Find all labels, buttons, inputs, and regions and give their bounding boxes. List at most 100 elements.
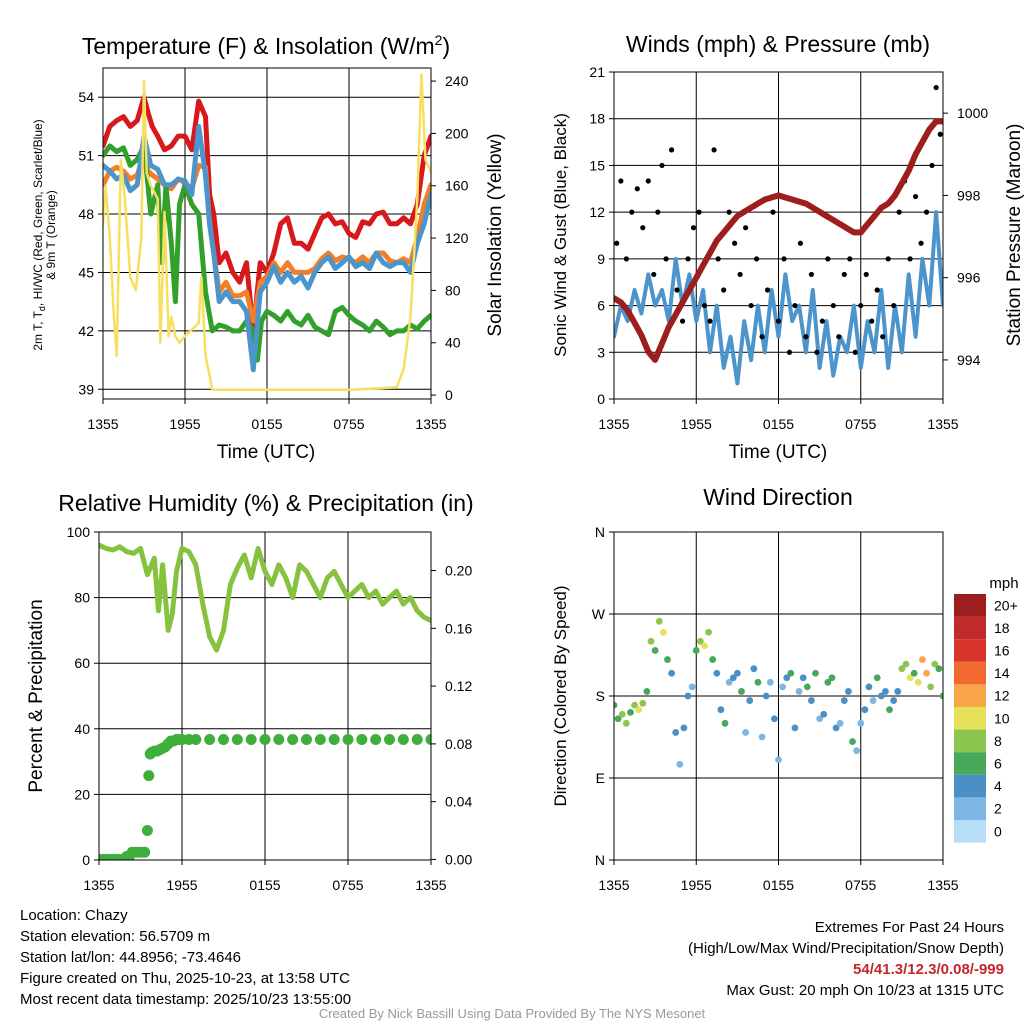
- ytick-label: N: [595, 852, 605, 868]
- point-precipitation: [259, 734, 271, 746]
- temperature-panel: Temperature (F) & Insolation (W/m2) Time…: [31, 32, 506, 463]
- xtick-label: 1955: [169, 416, 200, 432]
- direction-point: [795, 688, 803, 695]
- temperature-xlabel: Time (UTC): [217, 442, 316, 463]
- xtick-label: 1355: [598, 416, 629, 432]
- xtick-label: 1355: [598, 877, 629, 893]
- ytick-label: 0: [597, 391, 605, 407]
- direction-point: [808, 697, 815, 704]
- ytick-label: 6: [597, 298, 605, 314]
- xtick-label: 1355: [83, 877, 114, 893]
- info-elevation: Station elevation: 56.5709 m: [20, 928, 211, 945]
- point-gust: [726, 209, 732, 215]
- point-gust: [880, 334, 886, 340]
- point-precipitation: [287, 734, 299, 746]
- humidity-ylabel-left: Percent & Precipitation: [26, 599, 47, 792]
- ytick-label: 45: [78, 264, 94, 280]
- direction-point: [651, 647, 659, 654]
- point-gust: [679, 318, 686, 324]
- point-gust: [929, 162, 935, 169]
- info-latlon: Station lat/lon: 44.8956; -73.4646: [20, 949, 242, 966]
- direction-point: [676, 760, 684, 768]
- winds-ylabel-left: Sonic Wind & Gust (Blue, Black): [551, 113, 570, 357]
- point-gust: [896, 209, 902, 215]
- wind-series: [614, 84, 943, 386]
- wind-direction-panel: Wind Direction Direction (Colored By Spe…: [551, 484, 1019, 893]
- winds-title: Winds (mph) & Pressure (mb): [626, 31, 930, 57]
- colorbar-label: 16: [994, 643, 1010, 659]
- direction-point: [861, 706, 869, 714]
- point-gust: [764, 287, 771, 293]
- colorbar-label: 8: [994, 733, 1002, 749]
- point-gust: [825, 256, 831, 262]
- direction-point: [853, 747, 861, 755]
- point-gust: [623, 256, 629, 262]
- colorbar-swatch: [954, 729, 986, 753]
- point-precipitation: [139, 846, 151, 858]
- point-gust: [808, 271, 815, 278]
- point-precipitation: [143, 770, 155, 782]
- direction-point: [618, 710, 626, 718]
- point-gust: [869, 318, 875, 324]
- point-gust: [668, 147, 675, 153]
- direction-point: [939, 692, 943, 700]
- winds-panel: Winds (mph) & Pressure (mb) Time (UTC) S…: [551, 31, 1024, 463]
- point-gust: [770, 209, 776, 215]
- point-gust: [797, 240, 804, 246]
- ytick-label: 40: [74, 721, 90, 737]
- direction-point: [799, 674, 807, 682]
- info-created: Figure created on Thu, 2025-10-23, at 13…: [20, 970, 350, 987]
- colorbar-label: 20+: [994, 597, 1018, 613]
- winds-xlabel: Time (UTC): [729, 442, 828, 463]
- direction-point: [627, 709, 634, 716]
- point-gust: [937, 131, 943, 137]
- direction-point: [923, 669, 930, 677]
- ytick-label: 39: [78, 381, 94, 397]
- direction-point: [643, 688, 651, 695]
- ytick-label: 9: [597, 251, 605, 267]
- colorbar-label: 18: [994, 620, 1010, 636]
- colorbar-label: 0: [994, 823, 1002, 839]
- direction-point: [812, 669, 819, 677]
- direction-point: [927, 683, 935, 691]
- direction-point: [647, 637, 655, 645]
- point-precipitation: [204, 734, 216, 746]
- ytick-label: 20: [74, 786, 90, 802]
- temperature-title: Temperature (F) & Insolation (W/m2): [82, 32, 450, 59]
- direction-point: [787, 669, 795, 677]
- point-gust: [912, 193, 919, 200]
- direction-point: [709, 656, 717, 663]
- xtick-label: 1355: [87, 416, 118, 432]
- point-gust: [732, 240, 738, 246]
- direction-point: [705, 628, 712, 636]
- point-precipitation: [384, 734, 395, 746]
- point-gust: [640, 225, 646, 231]
- ytick-label: 80: [74, 590, 90, 606]
- colorbar-swatch: [954, 639, 986, 662]
- extremes-values: 54/41.3/12.3/0.08/-999: [853, 961, 1004, 978]
- wind-direction-title: Wind Direction: [703, 484, 853, 510]
- humidity-panel: Relative Humidity (%) & Precipitation (i…: [26, 490, 474, 893]
- y2tick-label: 120: [445, 230, 469, 246]
- xtick-label: 0755: [332, 877, 363, 893]
- direction-point: [762, 692, 770, 700]
- point-gust: [690, 225, 697, 231]
- xtick-label: 0155: [251, 416, 282, 432]
- direction-point: [935, 665, 943, 673]
- point-gust: [659, 162, 665, 169]
- svg-text:2m T, Td, HI/WC (Red, Green, S: 2m T, Td, HI/WC (Red, Green, Scarlet/Blu…: [31, 119, 47, 350]
- direction-point: [845, 688, 852, 695]
- ytick-label: 100: [67, 524, 91, 540]
- y2tick-label: 240: [445, 73, 469, 89]
- ytick-label: 51: [78, 148, 94, 164]
- point-gust: [645, 178, 651, 184]
- point-gust: [891, 302, 897, 309]
- colorbar-swatch: [954, 684, 986, 707]
- speed-colorbar: 20+ 18 16 14 12 10 8 6 4 2 0: [954, 594, 1018, 843]
- ytick-label: 12: [589, 204, 605, 220]
- info-location: Location: Chazy: [20, 907, 128, 924]
- point-gust: [737, 271, 743, 278]
- y2tick-label: 0.20: [445, 563, 472, 579]
- direction-point: [696, 637, 704, 645]
